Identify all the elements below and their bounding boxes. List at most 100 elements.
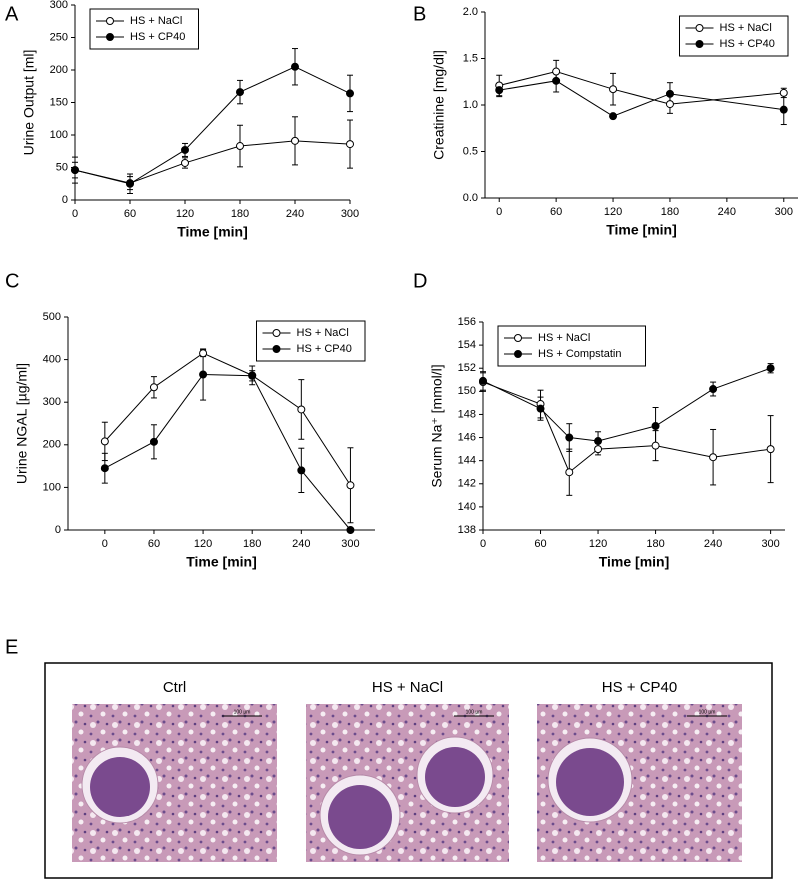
legend-box — [497, 325, 646, 367]
glomerulus — [328, 785, 392, 849]
y-tick-label: 2.0 — [463, 6, 478, 18]
data-point — [346, 89, 354, 98]
x-tick-label: 60 — [534, 538, 546, 550]
x-tick-label: 300 — [341, 538, 359, 550]
data-point — [495, 86, 504, 95]
glomerulus — [425, 747, 485, 807]
x-tick-label: 180 — [243, 538, 261, 550]
data-point — [709, 453, 718, 462]
data-point — [665, 89, 674, 98]
legend-box — [89, 8, 199, 50]
legend-label: HS + NaCl — [130, 15, 182, 27]
y-tick-label: 156 — [458, 316, 476, 328]
x-tick-label: 0 — [480, 538, 486, 550]
legend-marker — [514, 334, 522, 342]
x-tick-label: 300 — [775, 206, 793, 218]
glomerulus — [90, 757, 150, 817]
data-point — [297, 405, 306, 414]
x-tick-label: 240 — [286, 208, 304, 220]
legend-label: HS + NaCl — [720, 22, 772, 34]
y-tick-label: 0 — [62, 194, 68, 206]
data-point — [346, 140, 354, 149]
series-line — [104, 374, 351, 531]
x-tick-label: 240 — [292, 538, 310, 550]
x-tick-label: 60 — [550, 206, 562, 218]
legend-marker — [695, 40, 704, 48]
data-point — [479, 376, 487, 385]
data-point — [149, 437, 158, 446]
data-point — [248, 371, 257, 380]
x-tick-label: 120 — [176, 208, 194, 220]
data-point — [552, 76, 561, 85]
data-point — [709, 385, 718, 394]
image-title: HS + NaCl — [372, 679, 443, 696]
data-point — [181, 145, 189, 154]
y-axis-label: Creatinine [mg/dl] — [431, 50, 447, 160]
data-point — [779, 88, 788, 97]
data-point — [609, 85, 618, 94]
x-tick-label: 0 — [102, 538, 108, 550]
y-tick-label: 142 — [458, 478, 476, 490]
y-tick-label: 0.0 — [463, 192, 478, 204]
y-tick-label: 154 — [458, 339, 476, 351]
y-axis-label: Urine NGAL [µg/ml] — [14, 363, 30, 484]
panel-letter: D — [413, 270, 427, 292]
legend-label: HS + NaCl — [538, 332, 590, 344]
data-point — [126, 179, 134, 188]
scale-bar-label: 100 µm — [234, 709, 251, 715]
scale-bar-label: 100 µm — [699, 709, 716, 715]
data-point — [149, 383, 158, 392]
data-point — [71, 166, 79, 175]
panel-letter: B — [413, 3, 426, 25]
panel-letter: A — [5, 3, 19, 25]
y-tick-label: 0 — [55, 524, 61, 536]
y-axis-label: Urine Output [ml] — [21, 50, 37, 156]
y-tick-label: 300 — [50, 0, 68, 11]
data-point — [651, 441, 660, 450]
y-tick-label: 148 — [458, 408, 476, 420]
x-tick-label: 60 — [148, 538, 160, 550]
data-point — [199, 349, 208, 358]
series-line — [482, 367, 771, 442]
data-point — [536, 404, 545, 413]
legend-box — [679, 15, 789, 57]
y-tick-label: 50 — [56, 161, 68, 173]
x-tick-label: 0 — [496, 206, 502, 218]
legend-label: HS + CP40 — [297, 343, 352, 355]
data-point — [565, 433, 574, 442]
data-point — [236, 142, 244, 151]
data-point — [346, 526, 355, 534]
data-point — [594, 445, 603, 454]
y-tick-label: 152 — [458, 362, 476, 374]
data-point — [297, 466, 306, 475]
y-axis-label: Serum Na⁺ [mmol/l] — [429, 364, 445, 487]
legend-marker — [106, 33, 114, 41]
series-line — [74, 140, 351, 184]
y-tick-label: 1.0 — [463, 99, 478, 111]
x-tick-label: 240 — [704, 538, 722, 550]
x-axis-label: Time [min] — [177, 224, 248, 240]
series-line — [74, 66, 351, 185]
data-point — [665, 100, 674, 109]
data-point — [766, 364, 775, 373]
y-tick-label: 1.5 — [463, 52, 478, 64]
data-point — [594, 437, 603, 446]
x-tick-label: 180 — [646, 538, 664, 550]
data-point — [779, 105, 788, 114]
legend-box — [256, 320, 366, 362]
series-line — [499, 71, 784, 105]
legend-label: HS + NaCl — [297, 327, 349, 339]
y-tick-label: 150 — [50, 96, 68, 108]
panel-e-frame — [44, 662, 773, 879]
data-point — [609, 112, 618, 121]
y-tick-label: 146 — [458, 431, 476, 443]
y-tick-label: 200 — [50, 64, 68, 76]
y-tick-label: 300 — [43, 396, 61, 408]
legend-marker — [695, 24, 704, 32]
legend-marker — [514, 350, 522, 358]
legend-marker — [272, 345, 281, 353]
image-title: Ctrl — [163, 679, 186, 696]
image-title: HS + CP40 — [602, 679, 677, 696]
data-point — [100, 464, 109, 473]
